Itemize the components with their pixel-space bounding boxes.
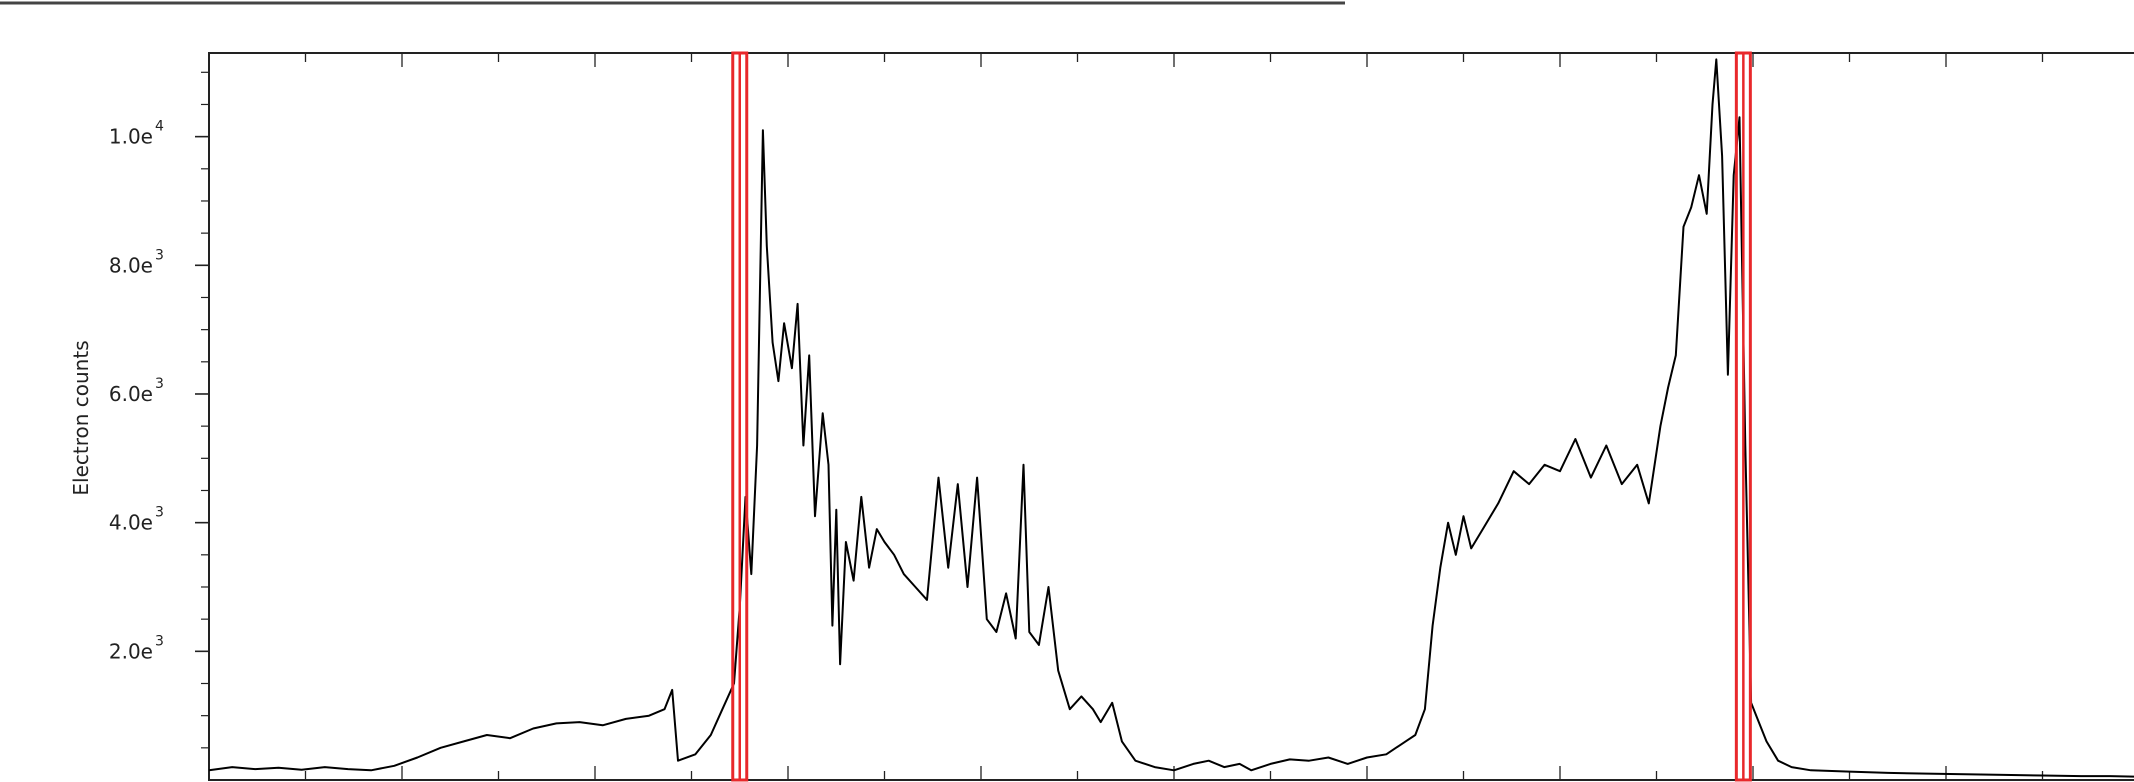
y-tick-exponent: 3	[155, 633, 164, 649]
y-axis-tick-labels: 2.0e 34.0e 36.0e 38.0e 31.0e 4	[109, 119, 164, 664]
y-tick-exponent: 3	[155, 247, 164, 263]
marker-layer	[731, 51, 1752, 782]
y-axis-title: Electron counts	[69, 340, 93, 495]
y-tick-exponent: 3	[155, 505, 164, 521]
series-layer	[208, 58, 2134, 778]
y-tick-exponent: 3	[155, 376, 164, 392]
x-axis-ticks	[304, 53, 2044, 780]
y-tick-label: 2.0e	[109, 639, 153, 663]
plot-frame	[208, 52, 2134, 781]
y-axis-ticks	[195, 71, 209, 749]
y-tick-exponent: 4	[155, 119, 164, 135]
y-tick-label: 6.0e	[109, 382, 153, 406]
y-tick-label: 1.0e	[109, 125, 153, 149]
y-tick-label: 4.0e	[109, 511, 153, 535]
series-line-1	[208, 58, 2134, 778]
y-tick-label: 8.0e	[109, 253, 153, 277]
